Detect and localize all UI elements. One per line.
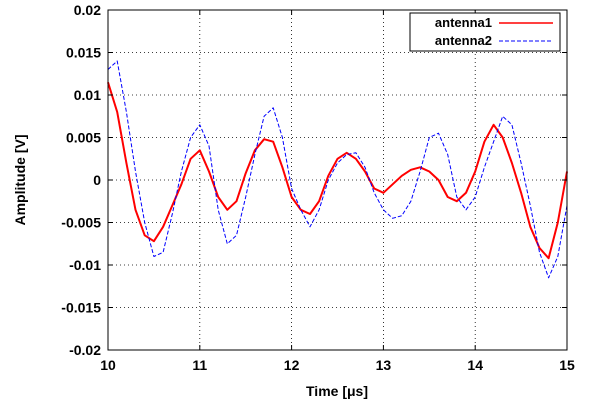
y-tick-label: 0.005 — [66, 130, 101, 146]
y-tick-label: 0.015 — [66, 45, 101, 61]
x-tick-label: 13 — [376, 357, 392, 373]
y-axis-title: Amplitude [V] — [12, 135, 28, 226]
tick-labels: 10 11 12 13 14 15 -0.02 -0.015 -0.01 -0.005 0 0.005… — [61, 2, 575, 373]
series-line-antenna2 — [107, 60, 568, 279]
x-tick-label: 11 — [192, 357, 207, 373]
y-tick-label: -0.015 — [61, 300, 101, 316]
grid — [108, 10, 567, 350]
y-tick-label: -0.02 — [69, 342, 101, 358]
x-tick-label: 10 — [100, 357, 116, 373]
legend-label-antenna2: antenna2 — [435, 33, 492, 48]
y-tick-label: 0.02 — [74, 2, 101, 18]
legend-box — [409, 12, 561, 52]
legend-label-antenna1: antenna1 — [435, 15, 492, 30]
ticks — [107, 9, 568, 351]
x-tick-label: 15 — [559, 357, 575, 373]
series-layer — [107, 60, 568, 279]
y-tick-label: 0 — [93, 172, 101, 188]
x-axis-title: Time [μs] — [306, 383, 368, 399]
x-tick-label: 14 — [467, 357, 483, 373]
y-tick-label: -0.01 — [69, 257, 101, 273]
y-tick-label: 0.01 — [74, 87, 101, 103]
series-line-antenna1 — [107, 82, 568, 260]
legend: antenna1 antenna2 — [409, 12, 561, 52]
x-tick-label: 12 — [284, 357, 300, 373]
y-tick-label: -0.005 — [61, 215, 101, 231]
